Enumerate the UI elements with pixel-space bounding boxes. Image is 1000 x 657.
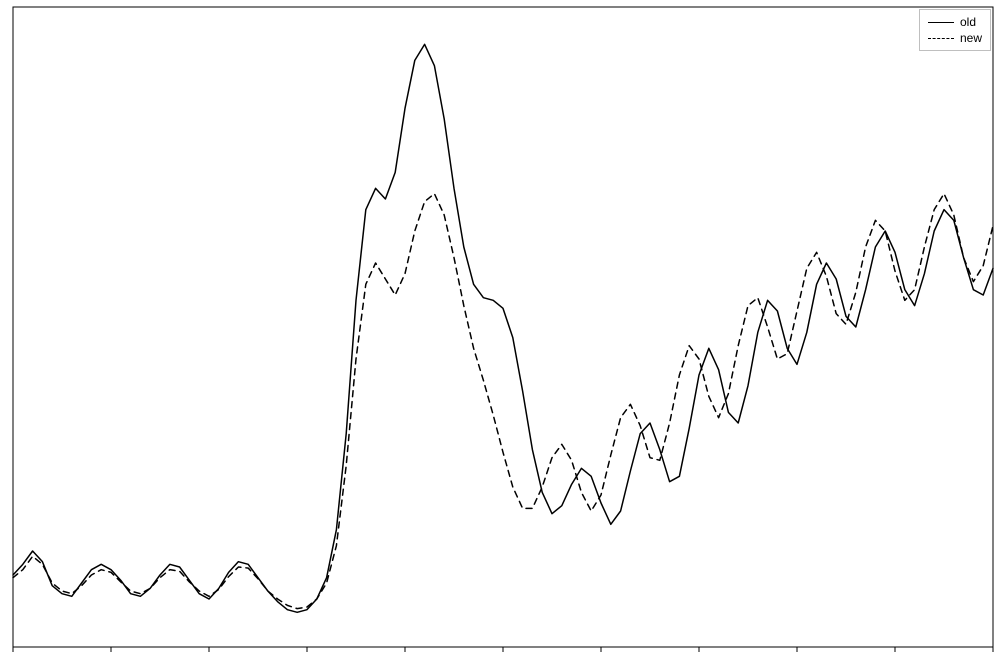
legend-item-new: new [928,30,982,46]
legend: old new [919,9,991,51]
legend-label-new: new [960,30,982,46]
legend-swatch-old [928,22,954,23]
legend-swatch-new [928,38,954,39]
line-chart [0,0,1000,657]
legend-item-old: old [928,14,982,30]
legend-label-old: old [960,14,976,30]
